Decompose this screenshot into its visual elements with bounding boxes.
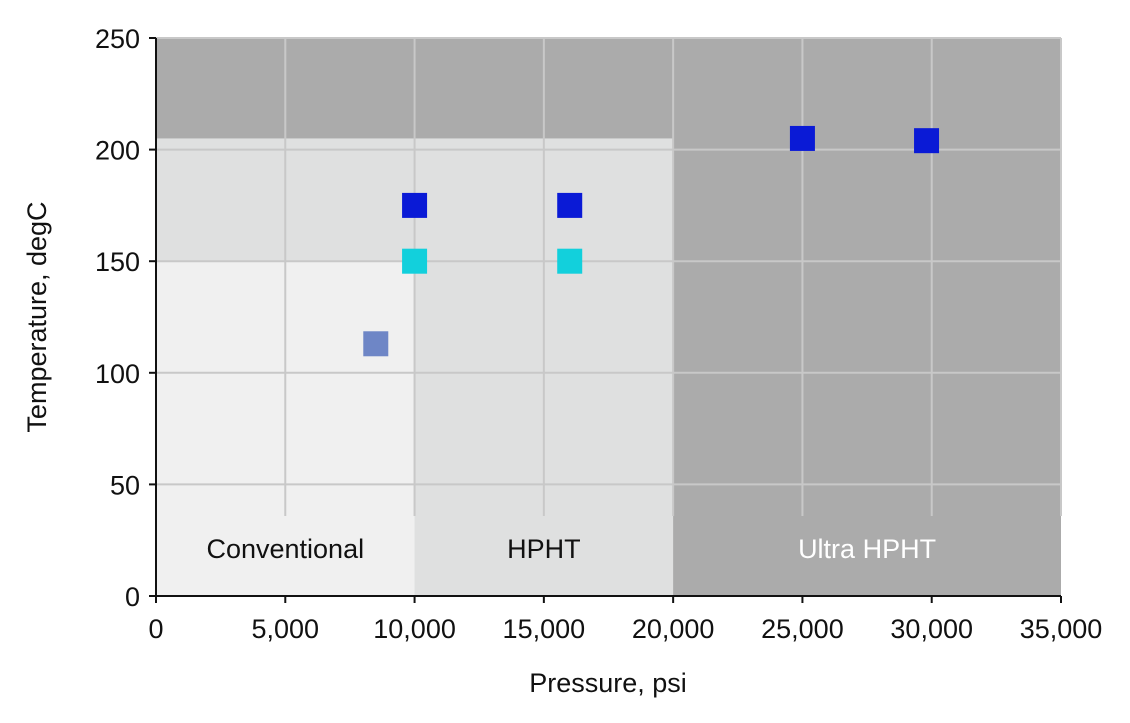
data-point <box>557 192 583 218</box>
data-points <box>363 125 940 357</box>
y-axis-title: Temperature, degC <box>22 201 52 432</box>
x-tick-label: 35,000 <box>1020 614 1103 644</box>
x-tick-label: 10,000 <box>373 614 456 644</box>
region-backgrounds <box>156 38 1061 596</box>
x-tick-label: 15,000 <box>503 614 586 644</box>
region-label-hpht: HPHT <box>507 534 581 564</box>
y-tick-label: 50 <box>110 470 140 500</box>
gridlines <box>156 37 1062 516</box>
y-tick-label: 250 <box>95 24 140 54</box>
axes <box>149 37 1062 603</box>
y-tick-label: 100 <box>95 359 140 389</box>
region-label-conventional: Conventional <box>206 534 364 564</box>
x-tick-label: 20,000 <box>632 614 715 644</box>
data-point <box>557 248 583 274</box>
x-tick-label: 0 <box>148 614 163 644</box>
region-labels: Conventional HPHT Ultra HPHT <box>206 534 936 564</box>
x-tick-label: 30,000 <box>890 614 973 644</box>
data-point <box>402 192 428 218</box>
y-tick-label: 150 <box>95 247 140 277</box>
y-tick-label: 200 <box>95 136 140 166</box>
region-label-ultra-hpht: Ultra HPHT <box>798 534 936 564</box>
data-point <box>402 248 428 274</box>
y-tick-label: 0 <box>125 582 140 612</box>
data-point <box>363 331 389 357</box>
data-point <box>914 128 940 154</box>
x-axis-title: Pressure, psi <box>529 668 687 698</box>
data-point <box>789 125 815 151</box>
x-tick-label: 25,000 <box>761 614 844 644</box>
x-tick-label: 5,000 <box>251 614 319 644</box>
tick-labels: 0 5,000 10,000 15,000 20,000 25,000 30,000 35,0… <box>95 24 1102 644</box>
